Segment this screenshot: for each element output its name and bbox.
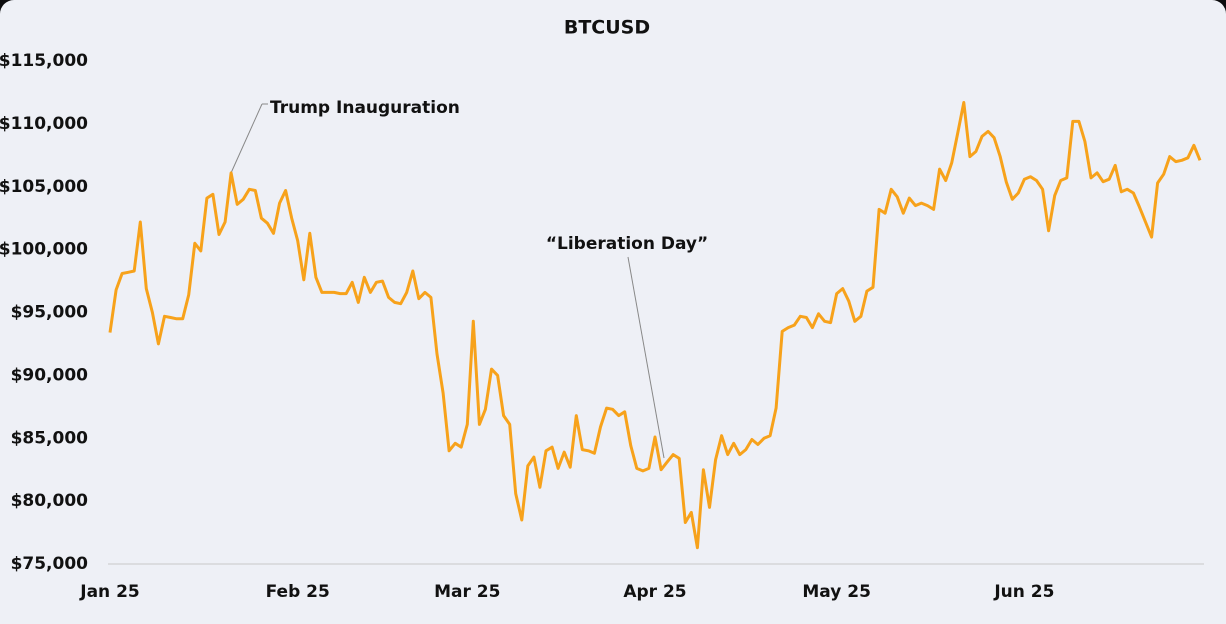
y-tick-label: $95,000: [11, 303, 89, 323]
y-tick-label: $80,000: [11, 491, 89, 511]
x-tick-label: May 25: [802, 582, 871, 602]
y-tick-label: $85,000: [11, 428, 89, 448]
annotation: “Liberation Day”: [546, 234, 708, 254]
annotation: Trump Inauguration: [270, 98, 460, 118]
y-tick-label: $110,000: [0, 114, 88, 134]
x-tick-label: Jun 25: [993, 582, 1054, 602]
x-tick-label: Jan 25: [79, 582, 139, 602]
chart-title: BTCUSD: [564, 17, 650, 39]
y-tick-label: $115,000: [0, 51, 88, 71]
y-tick-label: $100,000: [0, 240, 88, 260]
x-tick-label: Feb 25: [266, 582, 330, 602]
x-tick-label: Mar 25: [434, 582, 500, 602]
y-tick-label: $90,000: [11, 365, 89, 385]
price-line: [108, 101, 1202, 550]
y-tick-label: $105,000: [0, 177, 88, 197]
annotation-leader: [230, 103, 263, 174]
x-tick-label: Apr 25: [623, 582, 686, 602]
y-tick-label: $75,000: [11, 554, 89, 574]
annotation-leader: [627, 256, 665, 459]
